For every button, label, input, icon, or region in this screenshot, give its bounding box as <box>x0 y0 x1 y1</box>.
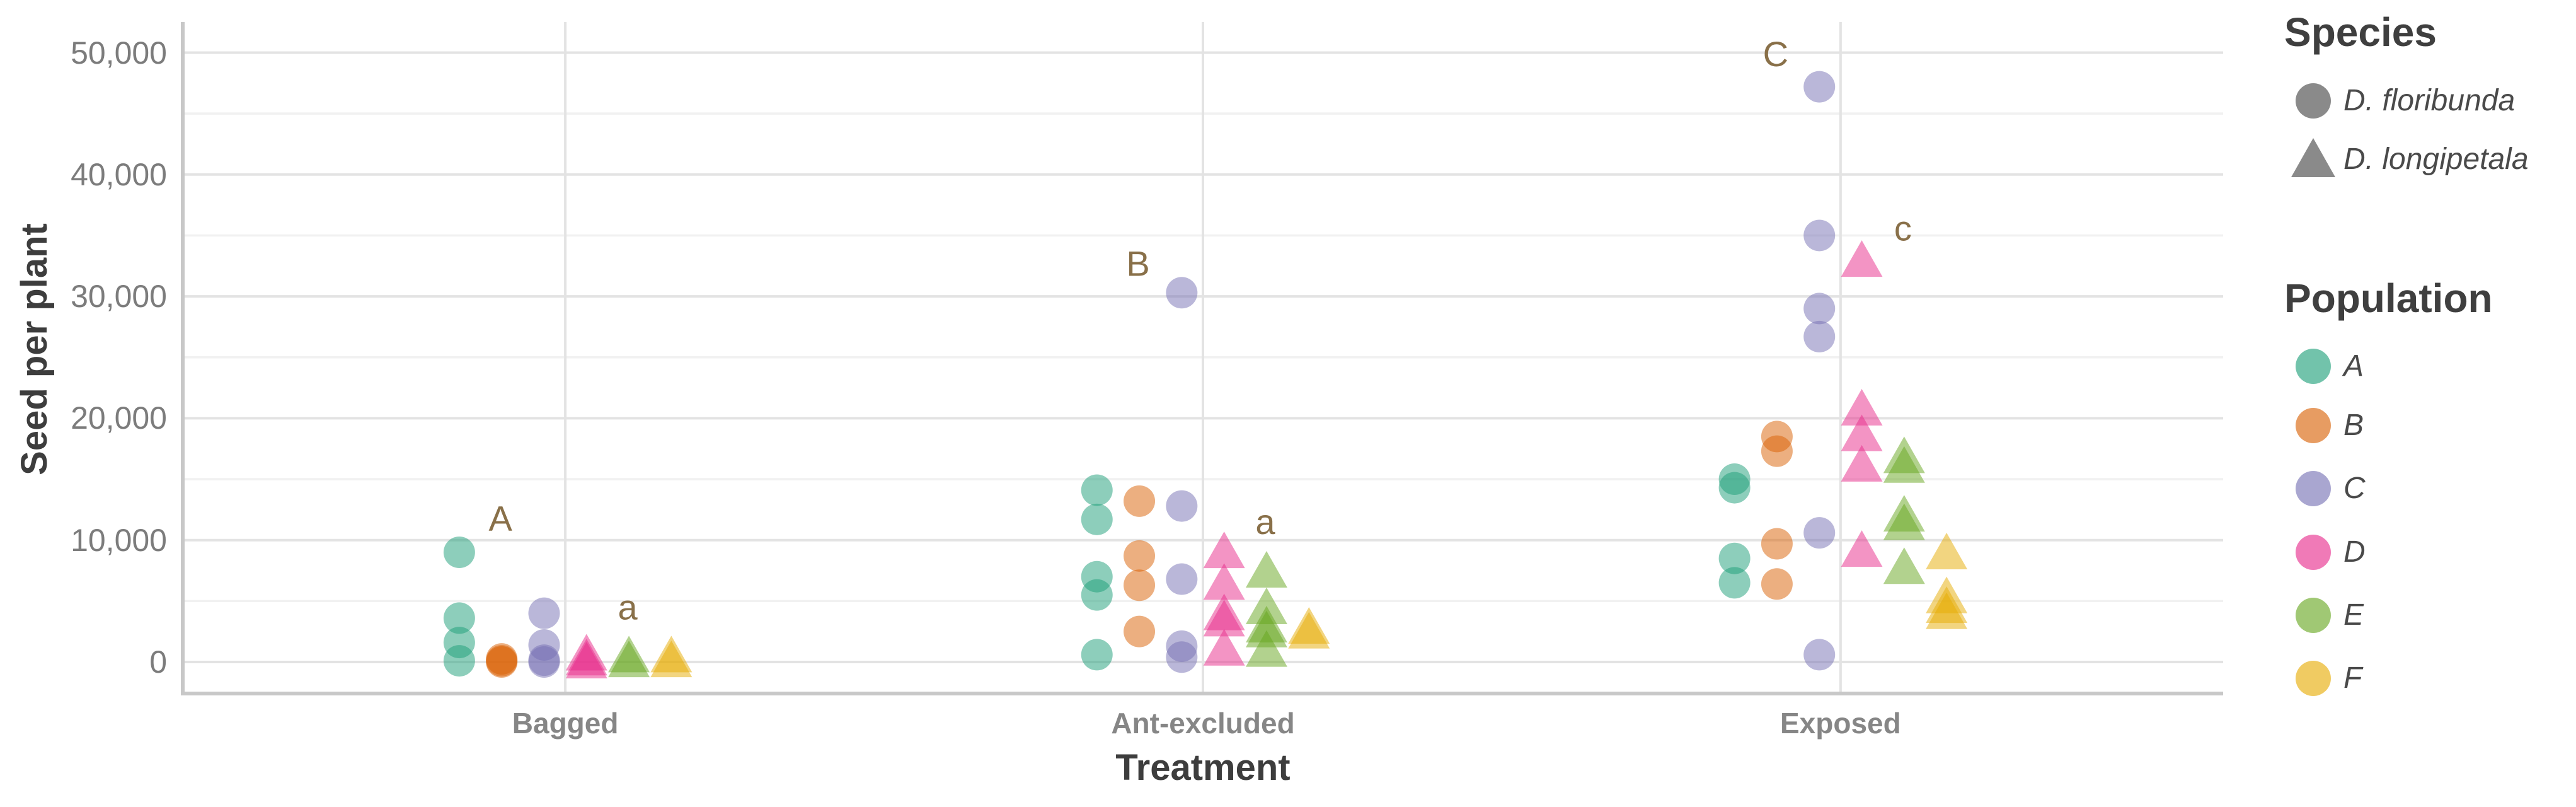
y-tick-label-10,000: 10,000 <box>71 522 167 558</box>
data-point-circle-Ant-excluded-C <box>1166 490 1198 522</box>
data-point-circle-Bagged-B <box>486 646 518 678</box>
y-tick-label-40,000: 40,000 <box>71 156 167 192</box>
data-point-circle-Bagged-A <box>443 602 475 634</box>
data-point-triangle-Exposed-D <box>1841 530 1883 567</box>
data-point-circle-Bagged-A <box>443 645 475 677</box>
data-point-circle-Exposed-C <box>1803 219 1836 252</box>
data-point-circle-Exposed-B <box>1761 568 1793 600</box>
data-point-circle-Ant-excluded-B <box>1124 569 1156 601</box>
data-point-circle-Ant-excluded-A <box>1081 474 1113 506</box>
data-point-triangle-Exposed-F <box>1926 533 1968 570</box>
legend-population-label: F <box>2343 661 2362 695</box>
legend-circle-icon <box>2296 471 2331 506</box>
y-tick-label-50,000: 50,000 <box>71 35 167 71</box>
data-point-triangle-Ant-excluded-D <box>1203 629 1245 666</box>
data-point-triangle-Exposed-E <box>1883 503 1925 540</box>
data-point-circle-Bagged-C <box>528 597 560 629</box>
data-point-circle-Exposed-C <box>1803 517 1836 549</box>
significance-letter: A <box>488 498 512 538</box>
legend-species-label: D. floribunda <box>2343 84 2516 117</box>
data-point-triangle-Exposed-E <box>1883 446 1925 483</box>
data-point-circle-Exposed-A <box>1718 542 1751 574</box>
data-point-circle-Exposed-A <box>1718 472 1751 504</box>
data-point-triangle-Exposed-D <box>1841 444 1883 482</box>
data-point-circle-Exposed-A <box>1718 567 1751 599</box>
legend-population-label: A <box>2343 349 2364 383</box>
x-tick-label-Bagged: Bagged <box>512 707 619 740</box>
data-point-circle-Ant-excluded-B <box>1124 485 1156 517</box>
data-point-circle-Exposed-B <box>1761 528 1793 560</box>
legend-species-title: Species <box>2284 9 2437 55</box>
x-axis-title: Treatment <box>1115 747 1291 788</box>
x-tick-label-Exposed: Exposed <box>1780 707 1901 740</box>
data-point-triangle-Ant-excluded-E <box>1245 610 1287 647</box>
legend-population-label: D <box>2343 535 2366 569</box>
data-point-triangle-Exposed-D <box>1841 388 1883 426</box>
significance-letter: B <box>1126 243 1149 283</box>
data-point-circle-Exposed-C <box>1803 320 1836 352</box>
legend-circle-icon <box>2296 535 2331 570</box>
legend-item-population-D: D <box>2284 531 2576 574</box>
data-point-triangle-Exposed-E <box>1883 547 1925 584</box>
data-point-triangle-Exposed-D <box>1841 240 1883 277</box>
y-axis-title: Seed per plant <box>14 223 55 475</box>
legend-item-population-A: A <box>2284 345 2576 388</box>
legend-item-population-C: C <box>2284 467 2576 510</box>
legend-triangle-icon <box>2291 138 2335 177</box>
x-tick-label-Ant-excluded: Ant-excluded <box>1111 707 1295 740</box>
data-point-triangle-Exposed-F <box>1926 592 1968 629</box>
legend-circle-icon <box>2296 83 2331 119</box>
data-point-circle-Ant-excluded-B <box>1124 615 1156 647</box>
legend-population-label: B <box>2343 409 2364 442</box>
significance-letter: a <box>618 588 638 627</box>
data-point-triangle-Bagged-E <box>608 641 650 678</box>
data-point-circle-Bagged-A <box>443 537 475 569</box>
data-point-circle-Exposed-C <box>1803 639 1836 671</box>
data-point-circle-Ant-excluded-A <box>1081 503 1113 535</box>
y-tick-label-30,000: 30,000 <box>71 279 167 315</box>
legend-population-label: C <box>2343 472 2366 505</box>
legend-item-population-E: E <box>2284 594 2576 637</box>
data-point-circle-Exposed-C <box>1803 71 1836 103</box>
significance-letter: c <box>1894 208 1912 248</box>
legend-circle-icon <box>2296 349 2331 384</box>
data-point-circle-Ant-excluded-C <box>1166 641 1198 673</box>
data-point-triangle-Ant-excluded-D <box>1203 600 1245 637</box>
data-point-circle-Exposed-C <box>1803 293 1836 325</box>
legend-item-population-B: B <box>2284 404 2576 447</box>
legend-population-label: E <box>2343 598 2364 632</box>
data-point-circle-Ant-excluded-C <box>1166 563 1198 595</box>
legend-population-title: Population <box>2284 276 2493 321</box>
data-point-triangle-Ant-excluded-E <box>1245 630 1287 667</box>
legend-species-label: D. longipetala <box>2343 142 2529 176</box>
data-point-circle-Ant-excluded-B <box>1124 540 1156 572</box>
data-point-circle-Ant-excluded-C <box>1166 277 1198 309</box>
data-point-circle-Ant-excluded-A <box>1081 579 1113 611</box>
y-tick-label-0: 0 <box>149 644 167 680</box>
data-point-triangle-Bagged-D <box>565 642 607 679</box>
legend-circle-icon <box>2296 598 2331 633</box>
legend-item-population-F: F <box>2284 657 2576 700</box>
legend-circle-icon <box>2296 408 2331 443</box>
legend-item-species-2: D. longipetala <box>2284 138 2576 181</box>
data-point-triangle-Bagged-F <box>650 641 693 678</box>
y-tick-label-20,000: 20,000 <box>71 400 167 436</box>
data-point-circle-Ant-excluded-A <box>1081 639 1113 671</box>
data-point-triangle-Ant-excluded-D <box>1203 563 1245 600</box>
significance-letter: C <box>1763 34 1788 74</box>
data-point-triangle-Ant-excluded-D <box>1203 531 1245 569</box>
data-point-triangle-Ant-excluded-E <box>1245 551 1287 588</box>
legend-item-species-1: D. floribunda <box>2284 79 2576 122</box>
data-point-triangle-Ant-excluded-F <box>1288 612 1330 649</box>
data-point-circle-Exposed-B <box>1761 435 1793 467</box>
data-point-circle-Bagged-C <box>528 646 560 678</box>
legend-circle-icon <box>2296 661 2331 696</box>
significance-letter: a <box>1255 502 1275 542</box>
data-point-triangle-Exposed-D <box>1841 414 1883 451</box>
